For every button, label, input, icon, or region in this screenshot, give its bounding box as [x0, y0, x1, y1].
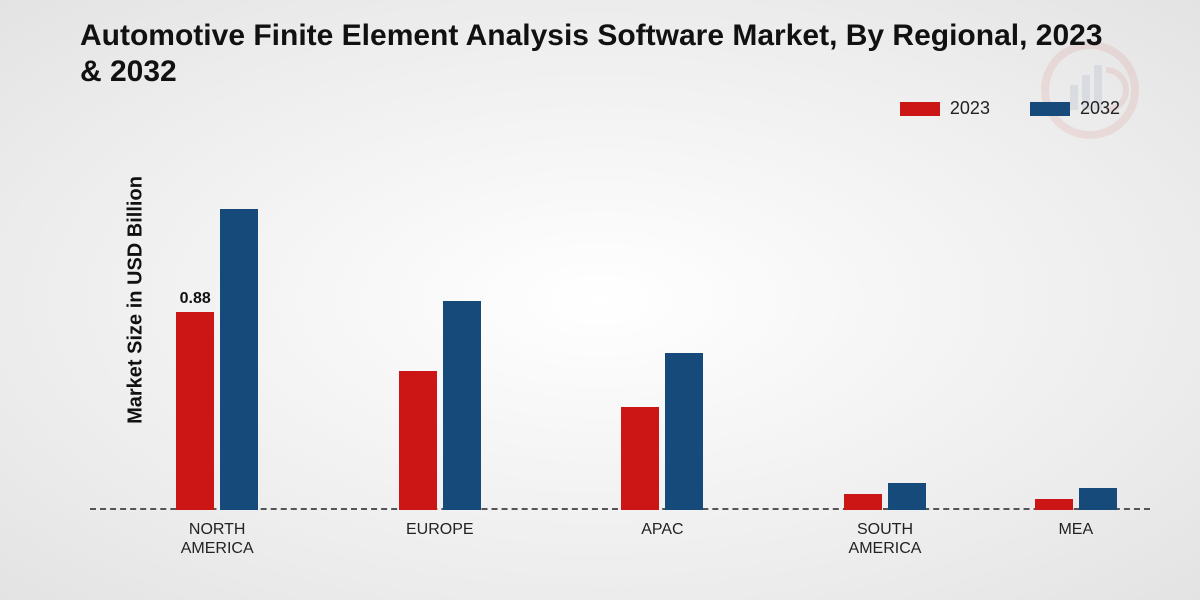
bar: [443, 301, 481, 510]
bar-value-label: 0.88: [180, 290, 211, 308]
legend-item: 2032: [1030, 98, 1120, 119]
bar: [399, 371, 437, 511]
legend: 2023 2032: [900, 98, 1120, 119]
legend-label: 2023: [950, 98, 990, 119]
legend-swatch: [900, 102, 940, 116]
bar: 0.88: [176, 312, 214, 510]
bar: [1079, 488, 1117, 511]
bar-group: [399, 301, 481, 510]
x-axis-category-label: NORTH AMERICA: [181, 520, 254, 558]
x-axis-category-label: MEA: [1058, 520, 1093, 539]
bar: [1035, 499, 1073, 510]
plot-area: 0.88NORTH AMERICAEUROPEAPACSOUTH AMERICA…: [90, 150, 1150, 510]
bar: [844, 494, 882, 510]
legend-label: 2032: [1080, 98, 1120, 119]
legend-swatch: [1030, 102, 1070, 116]
bar-group: 0.88: [176, 209, 258, 511]
x-axis-category-label: EUROPE: [406, 520, 474, 539]
x-axis-category-label: SOUTH AMERICA: [849, 520, 922, 558]
x-axis-category-label: APAC: [641, 520, 683, 539]
bar: [220, 209, 258, 511]
bar-group: [844, 483, 926, 510]
legend-item: 2023: [900, 98, 990, 119]
bar-group: [1035, 488, 1117, 511]
bar: [621, 407, 659, 511]
bar: [888, 483, 926, 510]
bar: [665, 353, 703, 511]
bar-group: [621, 353, 703, 511]
chart-title: Automotive Finite Element Analysis Softw…: [80, 18, 1120, 90]
